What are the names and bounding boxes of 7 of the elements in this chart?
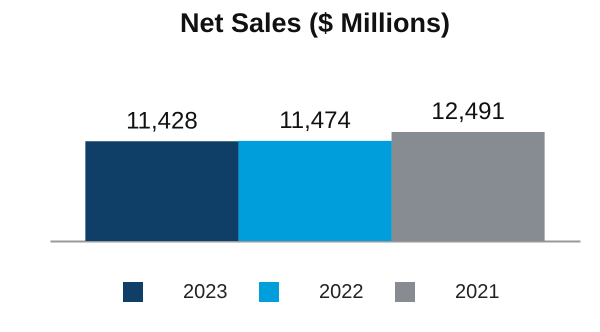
legend-label: 2022	[319, 281, 364, 303]
data-label: 11,474	[279, 106, 351, 134]
data-label: 11,428	[126, 107, 198, 134]
chart-title: Net Sales ($ Millions)	[180, 8, 450, 38]
legend-label: 2021	[455, 281, 500, 303]
data-label: 12,491	[431, 98, 505, 125]
legend-label: 2023	[183, 281, 228, 303]
